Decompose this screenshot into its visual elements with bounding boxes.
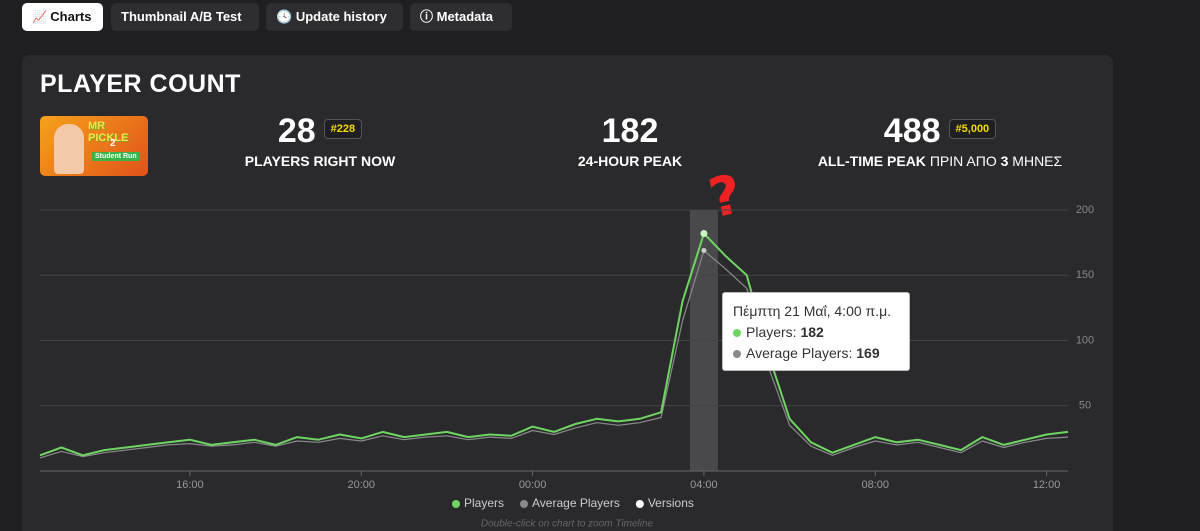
thumb-number: 2	[110, 138, 116, 149]
thumbnail[interactable]: MR PICKLE 2 Student Run	[40, 116, 148, 176]
stat-label: ALL-TIME PEAK ΠΡΙΝ ΑΠΟ 3 ΜΗΝΕΣ	[790, 153, 1090, 169]
stat: 488 #5,000 ALL-TIME PEAK ΠΡΙΝ ΑΠΟ 3 ΜΗΝΕΣ	[790, 112, 1090, 169]
stat: 182 24-HOUR PEAK	[510, 112, 750, 169]
series-line	[39, 249, 1069, 459]
tooltip-dot	[733, 350, 741, 358]
stat-value: 28	[277, 112, 316, 150]
stat-label-extra: ΜΗΝΕΣ	[1012, 153, 1063, 169]
legend-label: Versions	[648, 496, 694, 510]
tooltip-label: Players:	[746, 324, 797, 340]
stat-label: 24-HOUR PEAK	[577, 153, 683, 169]
x-tick-label: 00:00	[519, 479, 547, 491]
tooltip-title: Πέμπτη 21 Μαΐ, 4:00 π.μ.	[733, 303, 892, 319]
legend-marker	[520, 500, 529, 508]
tab-label: Update history	[295, 9, 387, 24]
tooltip: Πέμπτη 21 Μαΐ, 4:00 π.μ. Players: 182 Av…	[722, 292, 910, 371]
tab-label: Charts	[50, 9, 92, 24]
tooltip-label: Average Players:	[746, 345, 853, 361]
tab[interactable]: ⓘ Metadata	[410, 3, 512, 31]
footnote: Double-click on chart to zoom Timeline	[481, 519, 654, 530]
tab-label: Thumbnail A/B Test	[121, 9, 242, 24]
tab[interactable]: 🕓 Update history	[266, 3, 403, 31]
tooltip-value: 182	[800, 324, 824, 340]
x-tick-label: 04:00	[690, 479, 718, 491]
tab-label: Metadata	[436, 9, 493, 24]
x-tick-label: 16:00	[176, 479, 204, 491]
tooltip-dot	[733, 329, 741, 337]
thumb-title: MR PICKLE	[88, 120, 129, 144]
stat-rank: #5,000	[948, 119, 997, 139]
stat-rank: #228	[323, 119, 363, 139]
legend-marker	[452, 500, 460, 508]
hover-point	[700, 229, 708, 237]
stat-label: PLAYERS RIGHT NOW	[244, 153, 396, 169]
stat: 28 #228 PLAYERS RIGHT NOW	[200, 112, 440, 169]
y-tick-label: 100	[1076, 334, 1094, 346]
stat-label-main: ALL-TIME PEAK	[817, 153, 926, 169]
y-tick-label: 200	[1076, 204, 1094, 216]
y-tick-label: 150	[1076, 269, 1094, 281]
x-tick-label: 20:00	[347, 479, 375, 491]
thumb-figure	[54, 124, 84, 174]
thumb-subtitle: Student Run	[92, 152, 140, 161]
x-tick-label: 08:00	[861, 479, 889, 491]
stat-label-extra: 3	[1000, 153, 1009, 169]
stat-value: 488	[883, 112, 941, 150]
tab[interactable]: 📈 Charts	[22, 3, 103, 31]
hover-point	[701, 247, 707, 253]
stat-value: 182	[601, 112, 659, 150]
series-line	[39, 232, 1069, 457]
tab[interactable]: Thumbnail A/B Test	[111, 3, 259, 31]
stat-label-extra: ΠΡΙΝ ΑΠΟ	[929, 153, 997, 169]
tooltip-value: 169	[856, 345, 880, 361]
legend-marker	[635, 500, 644, 508]
legend-label: Average Players	[532, 496, 620, 510]
legend-label: Players	[464, 496, 504, 510]
y-tick-label: 50	[1079, 400, 1091, 412]
card	[22, 55, 1113, 531]
card-title: PLAYER COUNT	[40, 70, 241, 98]
x-tick-label: 12:00	[1033, 479, 1061, 491]
